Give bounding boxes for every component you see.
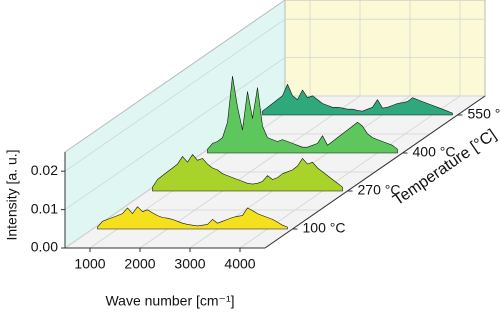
grid-line [64,57,286,210]
grid-line [64,18,286,172]
spectrum [152,154,343,192]
spectrum [207,75,398,154]
y-tick-label: 0.00 [31,239,58,255]
y-tick-label: 0.01 [31,200,58,216]
x-tick-label: 3000 [174,256,205,272]
z-tick-label: 270 °C [358,182,401,198]
spectrum [262,84,453,116]
x-tick-label: 2000 [124,256,155,272]
y-tick-label: 0.02 [31,162,58,178]
x-axis-label: Wave number [cm⁻¹] [105,293,234,309]
back-wall [284,0,486,97]
z-tick-label: 550 °C [468,106,500,122]
x-tick-label: 1000 [74,256,105,272]
z-axis [264,95,486,249]
y-axis-label: Intensity [a. u.] [4,149,20,240]
spectrum [97,206,288,230]
z-tick-label: 400 °C [413,144,456,160]
chart-walls [63,0,487,249]
z-tick-label: 100 °C [303,220,346,236]
x-tick-label: 4000 [224,256,255,272]
